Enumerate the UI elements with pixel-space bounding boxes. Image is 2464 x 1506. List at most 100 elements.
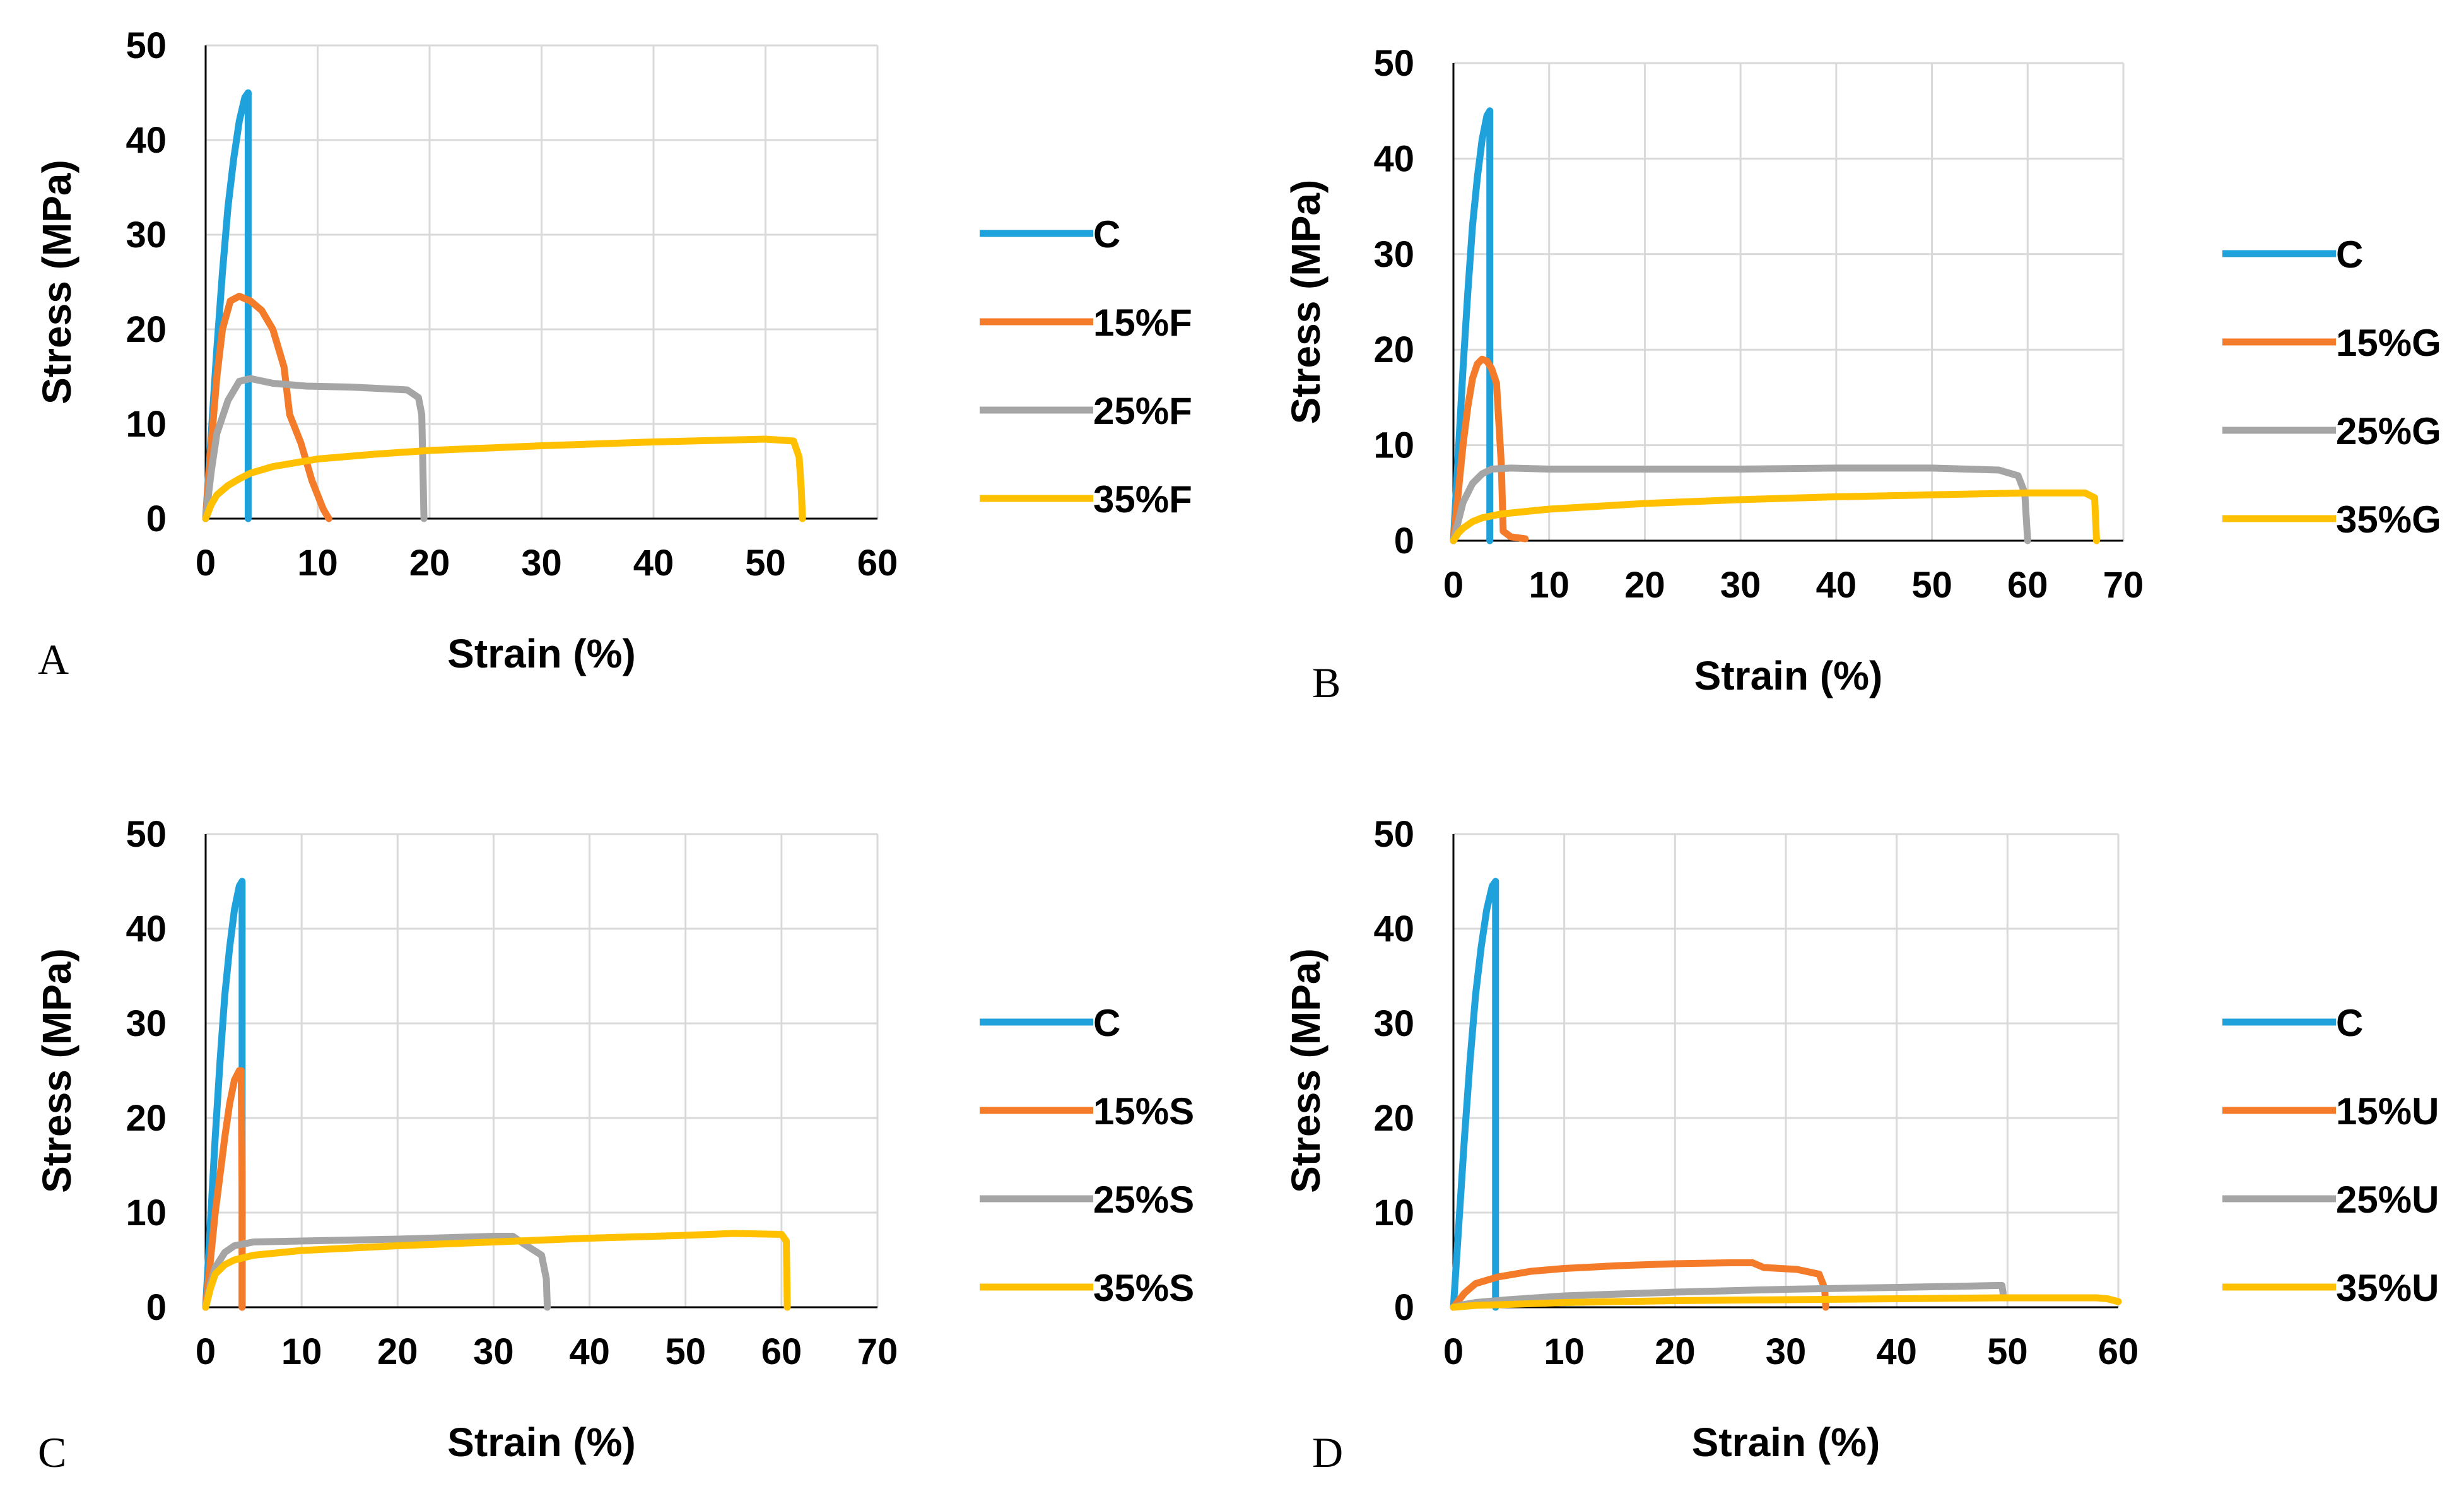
x-tick-label: 0 xyxy=(1443,565,1464,606)
legend-label: 35%F xyxy=(1093,478,1192,521)
series-line-15%U xyxy=(1450,1259,1829,1311)
x-tick-label: 40 xyxy=(569,1331,610,1372)
x-axis-title: Strain (%) xyxy=(1692,1420,1880,1465)
legend-label: 25%U xyxy=(2336,1179,2439,1221)
series-line-35%U xyxy=(1450,1294,2122,1311)
y-tick-label: 0 xyxy=(146,498,167,539)
y-tick-label: 10 xyxy=(1373,1192,1414,1233)
legend-label: C xyxy=(1093,213,1120,256)
y-tick-label: 10 xyxy=(1373,425,1414,466)
y-tick-label: 40 xyxy=(1373,138,1414,179)
x-tick-label: 70 xyxy=(2103,565,2144,606)
series-line-C xyxy=(1450,878,1499,1311)
legend-label: 15%U xyxy=(2336,1090,2439,1132)
series-line-25%S xyxy=(202,1233,551,1311)
legend-label: 25%F xyxy=(1093,390,1192,432)
legend-label: 15%F xyxy=(1093,302,1192,344)
legend-label: 25%G xyxy=(2336,410,2441,452)
legend-label: C xyxy=(1093,1002,1120,1044)
panel-d: 0 10 20 30 40 50 60 0 10 20 30 40 50 Strain (%) Stress… xyxy=(1283,814,2439,1476)
series-line-35%F xyxy=(202,435,806,522)
y-tick-label: 40 xyxy=(126,909,167,950)
y-tick-label: 0 xyxy=(1394,1287,1414,1328)
x-tick-label: 10 xyxy=(281,1331,322,1372)
x-tick-label: 60 xyxy=(2098,1331,2139,1372)
legend-label: C xyxy=(2336,1002,2363,1044)
legend-label: C xyxy=(2336,233,2363,276)
legend-label: 15%G xyxy=(2336,322,2441,364)
legend-label: 35%G xyxy=(2336,498,2441,541)
series-line-15%F xyxy=(202,293,332,522)
y-axis-title: Stress (MPa) xyxy=(1283,948,1329,1193)
y-tick-label: 20 xyxy=(1373,1098,1414,1139)
x-tick-label: 60 xyxy=(761,1331,802,1372)
x-tick-label: 20 xyxy=(1624,565,1665,606)
series-line-25%G xyxy=(1450,464,2031,544)
x-tick-label: 40 xyxy=(633,543,674,584)
x-tick-label: 70 xyxy=(857,1331,898,1372)
y-tick-label: 10 xyxy=(126,1192,167,1233)
y-tick-label: 50 xyxy=(126,25,167,66)
x-tick-label: 40 xyxy=(1816,565,1857,606)
x-tick-label: 0 xyxy=(196,1331,216,1372)
series-line-C xyxy=(202,878,246,1311)
y-tick-label: 30 xyxy=(126,1003,167,1044)
panel-c: 0 10 20 30 40 50 60 70 0 10 20 30 40 50 Strain (%) Stre… xyxy=(34,814,1194,1476)
y-tick-label: 30 xyxy=(1373,234,1414,275)
panel-b: 0 10 20 30 40 50 60 70 0 10 20 30 40 50 Strain (%) Stre… xyxy=(1283,43,2441,707)
x-tick-label: 50 xyxy=(1987,1331,2028,1372)
y-tick-label: 20 xyxy=(126,309,167,350)
y-tick-label: 30 xyxy=(1373,1003,1414,1044)
y-axis-title: Stress (MPa) xyxy=(34,160,79,404)
legend-label: 35%S xyxy=(1093,1267,1194,1309)
y-tick-label: 40 xyxy=(1373,909,1414,950)
x-tick-label: 40 xyxy=(1876,1331,1917,1372)
y-tick-label: 20 xyxy=(126,1098,167,1139)
x-tick-label: 50 xyxy=(1911,565,1952,606)
y-tick-label: 50 xyxy=(126,814,167,855)
x-tick-label: 20 xyxy=(377,1331,418,1372)
y-tick-label: 30 xyxy=(126,215,167,256)
x-tick-label: 10 xyxy=(297,543,338,584)
x-tick-label: 60 xyxy=(2007,565,2048,606)
series-line-25%F xyxy=(202,375,428,522)
y-axis-title: Stress (MPa) xyxy=(1283,180,1329,425)
y-axis-title: Stress (MPa) xyxy=(34,948,79,1193)
x-tick-label: 20 xyxy=(1655,1331,1696,1372)
panel-label: C xyxy=(38,1428,66,1476)
y-tick-label: 40 xyxy=(126,120,167,161)
y-tick-label: 50 xyxy=(1373,814,1414,855)
panel-a: 0 10 20 30 40 50 60 0 10 20 30 40 50 Strain (%) Stress… xyxy=(34,25,1192,683)
y-tick-label: 20 xyxy=(1373,329,1414,370)
x-tick-label: 0 xyxy=(1443,1331,1464,1372)
x-axis-title: Strain (%) xyxy=(1694,653,1883,698)
y-tick-label: 0 xyxy=(146,1287,167,1328)
panel-label: D xyxy=(1312,1428,1343,1476)
y-tick-label: 50 xyxy=(1373,43,1414,84)
series-line-15%G xyxy=(1450,355,1529,544)
x-tick-label: 30 xyxy=(521,543,562,584)
x-tick-label: 30 xyxy=(473,1331,514,1372)
y-tick-label: 0 xyxy=(1394,521,1414,562)
panel-label: B xyxy=(1312,659,1341,707)
x-axis-title: Strain (%) xyxy=(447,631,636,676)
series-line-35%S xyxy=(202,1230,791,1311)
x-tick-label: 0 xyxy=(196,543,216,584)
legend-label: 35%U xyxy=(2336,1267,2439,1309)
panel-label: A xyxy=(38,635,69,683)
x-tick-label: 30 xyxy=(1720,565,1761,606)
x-tick-label: 50 xyxy=(665,1331,706,1372)
x-tick-label: 30 xyxy=(1766,1331,1807,1372)
x-tick-label: 10 xyxy=(1528,565,1569,606)
x-tick-label: 60 xyxy=(857,543,898,584)
y-tick-label: 10 xyxy=(126,404,167,445)
x-tick-label: 10 xyxy=(1544,1331,1585,1372)
legend-label: 15%S xyxy=(1093,1090,1194,1132)
series-line-35%G xyxy=(1450,489,2100,544)
x-tick-label: 20 xyxy=(409,543,450,584)
series-line-15%S xyxy=(202,1067,246,1311)
series-line-C xyxy=(1450,107,1494,544)
x-axis-title: Strain (%) xyxy=(447,1420,636,1465)
x-tick-label: 50 xyxy=(745,543,786,584)
